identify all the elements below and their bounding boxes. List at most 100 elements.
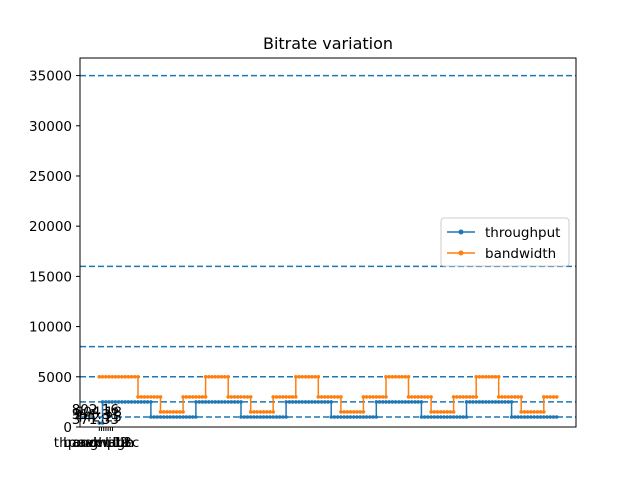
data-point [484, 375, 488, 379]
data-point [158, 395, 163, 399]
data-point [464, 400, 469, 404]
data-point [178, 415, 182, 419]
data-point [239, 415, 243, 419]
data-point [232, 400, 237, 404]
data-point [116, 375, 121, 379]
data-point [252, 415, 256, 419]
data-point [136, 400, 140, 404]
data-point [100, 375, 105, 379]
data-point [210, 375, 214, 379]
data-point [377, 400, 382, 404]
data-point [142, 395, 147, 399]
data-point [384, 375, 388, 379]
data-point [467, 400, 472, 404]
data-point [129, 400, 134, 404]
data-point [551, 395, 556, 399]
data-point [496, 400, 501, 404]
data-point [387, 375, 392, 379]
data-point [258, 410, 263, 414]
data-point [339, 415, 343, 419]
data-point [323, 395, 327, 399]
data-point [419, 415, 424, 419]
data-point [529, 410, 533, 414]
data-point [416, 395, 421, 399]
data-point [400, 375, 404, 379]
data-point [97, 375, 102, 379]
legend: throughput bandwidth [440, 217, 570, 267]
data-point [361, 395, 366, 399]
data-point [390, 375, 395, 379]
data-point [464, 395, 469, 399]
data-point [435, 410, 440, 414]
data-point [374, 395, 379, 399]
data-point [281, 415, 285, 419]
data-point [242, 415, 247, 419]
data-point [480, 400, 485, 404]
data-point [316, 400, 321, 404]
data-point [229, 395, 234, 399]
data-point [554, 395, 559, 399]
data-point [426, 395, 430, 399]
legend-box [440, 217, 570, 267]
data-point [419, 395, 424, 399]
data-point [493, 400, 498, 404]
data-point [368, 395, 372, 399]
data-point [303, 400, 308, 404]
data-point [484, 400, 488, 404]
data-point [496, 395, 501, 399]
data-point [152, 415, 156, 419]
data-point [513, 395, 517, 399]
data-point [422, 395, 427, 399]
data-point [261, 415, 266, 419]
data-point [509, 415, 514, 419]
data-point [287, 395, 292, 399]
data-point [542, 395, 546, 399]
data-point [542, 415, 546, 419]
data-point [329, 415, 334, 419]
data-point [110, 400, 114, 404]
data-point [216, 400, 221, 404]
data-point [306, 400, 311, 404]
data-point [207, 400, 211, 404]
data-point [316, 375, 321, 379]
point-annotation: 511.31 [72, 407, 119, 423]
point-annotation: 604.18 [75, 405, 122, 421]
data-point [271, 395, 276, 399]
data-point [390, 400, 395, 404]
data-point [429, 410, 433, 414]
data-point [345, 415, 350, 419]
data-point [313, 375, 317, 379]
data-point [277, 395, 282, 399]
data-point [174, 410, 179, 414]
data-point [152, 395, 156, 399]
legend-label-bandwidth: bandwidth [485, 246, 556, 262]
data-point [171, 410, 176, 414]
point-annotation: 802.16 [72, 402, 119, 418]
data-point [190, 415, 195, 419]
data-point [194, 415, 198, 419]
data-point [261, 410, 266, 414]
data-point [277, 415, 282, 419]
data-point [339, 410, 343, 414]
data-point [223, 400, 227, 404]
data-point [525, 410, 530, 414]
data-point [348, 410, 353, 414]
data-point [342, 410, 346, 414]
data-point [213, 400, 218, 404]
data-point [129, 375, 134, 379]
data-point [203, 375, 208, 379]
data-point [413, 400, 417, 404]
axes: 05000100001500020000250003000035000peakt… [29, 57, 577, 451]
data-point [287, 400, 292, 404]
data-point [448, 415, 453, 419]
data-point [535, 415, 540, 419]
x-tick-label: peak [68, 435, 101, 451]
data-point [216, 375, 221, 379]
data-point [113, 400, 118, 404]
data-point [252, 410, 256, 414]
series-bandwidth [97, 375, 559, 414]
data-point [126, 375, 131, 379]
x-tick-label: L3c [116, 435, 140, 451]
data-point [197, 400, 201, 404]
data-point [458, 395, 462, 399]
